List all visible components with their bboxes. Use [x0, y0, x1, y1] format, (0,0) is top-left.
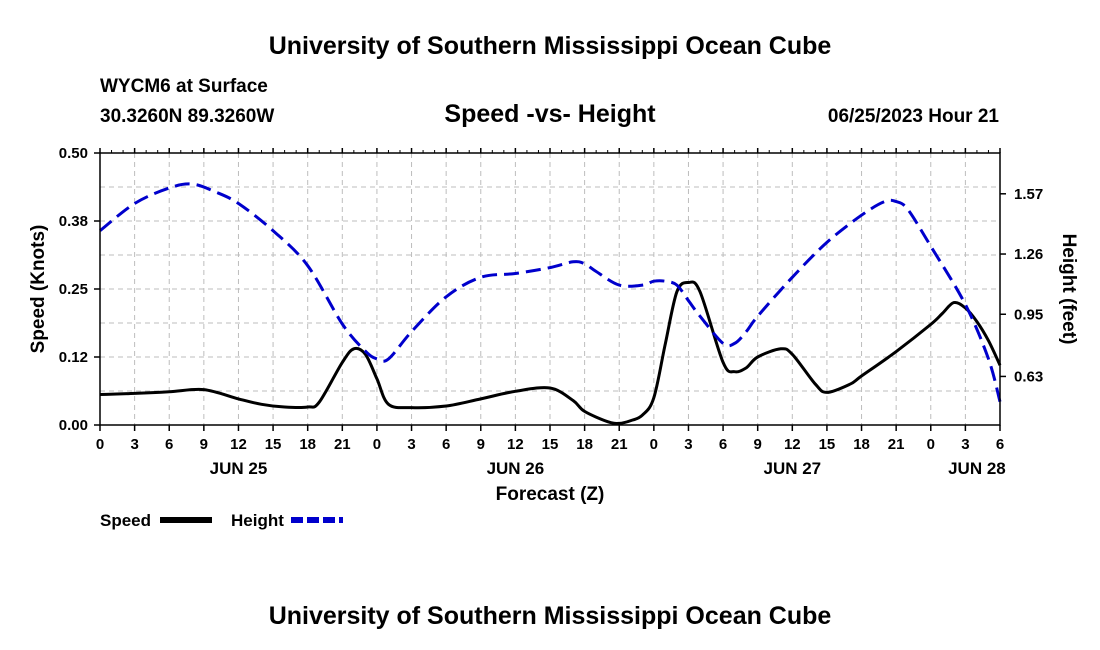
y2-tick-label: 1.26 — [1014, 246, 1043, 263]
x-tick-label: 15 — [542, 436, 559, 453]
x-tick-label: 3 — [961, 436, 969, 453]
legend: Speed Height — [100, 511, 343, 530]
x-tick-label: 18 — [853, 436, 870, 453]
y-tick-label: 0.50 — [59, 145, 88, 162]
x-tick-label: 6 — [719, 436, 727, 453]
x-tick-label: 6 — [996, 436, 1004, 453]
x-tick-label: 12 — [784, 436, 801, 453]
x-tick-label: 0 — [373, 436, 381, 453]
x-day-label: JUN 25 — [210, 459, 268, 478]
x-tick-label: 21 — [888, 436, 905, 453]
x-tick-label: 0 — [96, 436, 104, 453]
x-tick-label: 18 — [299, 436, 316, 453]
y-tick-label: 0.00 — [59, 417, 88, 434]
series-layer — [99, 182, 1002, 425]
x-tick-label: 9 — [200, 436, 208, 453]
x-tick-label: 15 — [265, 436, 282, 453]
x-tick-label: 18 — [576, 436, 593, 453]
bottom-title: University of Southern Mississippi Ocean… — [268, 602, 832, 630]
x-tick-label: 15 — [819, 436, 836, 453]
y-axis-title: Speed (Knots) — [28, 225, 49, 354]
chart-title: Speed -vs- Height — [444, 100, 656, 128]
chart-grid — [100, 153, 1000, 425]
x-tick-label: 9 — [754, 436, 762, 453]
x-day-label: JUN 28 — [948, 459, 1006, 478]
top-title: University of Southern Mississippi Ocean… — [268, 32, 832, 60]
x-tick-label: 9 — [477, 436, 485, 453]
datetime-label: 06/25/2023 Hour 21 — [827, 106, 999, 127]
station-label: WYCM6 at Surface — [100, 76, 268, 97]
series-line-height — [99, 182, 1002, 403]
legend-label-speed: Speed — [100, 511, 151, 530]
x-tick-label: 0 — [650, 436, 658, 453]
y2-axis-title: Height (feet) — [1058, 234, 1079, 345]
axis-labels: 0 3 6 9 12 15 18 21 0 3 6 9 12 15 18 21 0 3 6 9 12 15 18 21 0 3 6 0… — [59, 145, 1043, 478]
x-tick-label: 3 — [130, 436, 138, 453]
y-tick-label: 0.12 — [59, 349, 88, 366]
y2-tick-label: 0.95 — [1014, 306, 1043, 323]
x-tick-label: 21 — [334, 436, 351, 453]
y2-tick-label: 0.63 — [1014, 368, 1043, 385]
y-tick-label: 0.25 — [59, 281, 88, 298]
x-axis-title: Forecast (Z) — [496, 484, 605, 505]
x-tick-label: 12 — [230, 436, 247, 453]
x-tick-label: 12 — [507, 436, 524, 453]
coordinates-label: 30.3260N 89.3260W — [100, 106, 275, 127]
legend-label-height: Height — [231, 511, 284, 530]
x-tick-label: 3 — [684, 436, 692, 453]
x-tick-label: 3 — [407, 436, 415, 453]
y-tick-label: 0.38 — [59, 213, 88, 230]
series-line-speed — [99, 280, 1002, 425]
x-day-label: JUN 26 — [487, 459, 545, 478]
axis-ticks — [94, 148, 1006, 431]
y2-tick-label: 1.57 — [1014, 186, 1043, 203]
x-tick-label: 0 — [927, 436, 935, 453]
x-day-label: JUN 27 — [763, 459, 821, 478]
x-tick-label: 6 — [165, 436, 173, 453]
x-tick-label: 21 — [611, 436, 628, 453]
x-tick-label: 6 — [442, 436, 450, 453]
